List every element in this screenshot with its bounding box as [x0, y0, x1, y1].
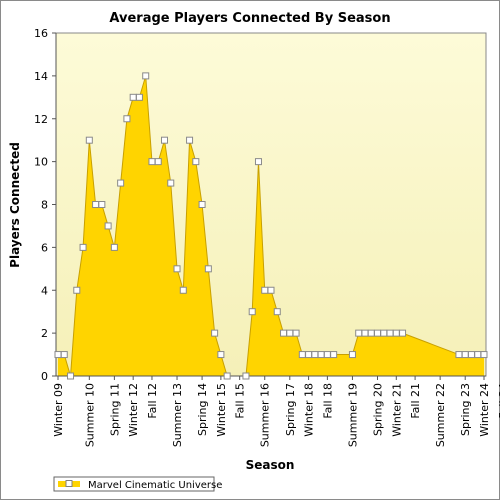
data-point — [330, 351, 338, 359]
area-fill — [58, 75, 484, 376]
data-point — [317, 351, 325, 359]
data-point — [173, 265, 181, 273]
y-tick-label: 4 — [41, 284, 48, 297]
data-point — [280, 329, 288, 337]
data-point — [117, 179, 125, 187]
data-point — [142, 72, 150, 80]
y-tick-label: 12 — [34, 113, 48, 126]
y-tick-label: 6 — [41, 241, 48, 254]
data-point — [361, 329, 369, 337]
data-point — [267, 286, 275, 294]
x-tick-label: Fall 12 — [146, 383, 159, 419]
data-point — [110, 243, 118, 251]
data-point — [67, 372, 75, 380]
y-tick-label: 16 — [34, 27, 48, 40]
x-tick-label: Winter 21 — [390, 383, 403, 437]
x-tick-label: Spring 11 — [108, 383, 121, 436]
data-point — [73, 286, 81, 294]
data-point — [292, 329, 300, 337]
data-point — [286, 329, 294, 337]
data-point — [54, 351, 62, 359]
legend-label: Marvel Cinematic Universe — [88, 480, 222, 491]
data-point — [355, 329, 363, 337]
data-point — [261, 286, 269, 294]
data-point — [186, 136, 194, 144]
x-tick-label: Spring 14 — [196, 383, 209, 436]
y-tick-label: 14 — [34, 70, 48, 83]
data-point — [399, 329, 407, 337]
data-point — [198, 201, 206, 208]
data-point — [98, 201, 106, 208]
data-point — [273, 308, 281, 316]
data-point — [85, 136, 93, 144]
y-tick-label: 2 — [41, 327, 48, 340]
x-tick-label: Summer 13 — [171, 383, 184, 447]
data-point — [148, 158, 156, 166]
x-tick-label: Fall 18 — [321, 383, 334, 419]
data-point — [367, 329, 375, 337]
marker-layer — [54, 72, 488, 380]
y-axis-title: Players Connected — [8, 142, 22, 268]
data-point — [480, 351, 488, 359]
x-tick-label: Fall 24 — [497, 383, 500, 419]
data-point — [392, 329, 400, 337]
y-tick-label: 0 — [41, 370, 48, 383]
y-tick-label: 8 — [41, 199, 48, 212]
data-point — [104, 222, 112, 230]
x-tick-label: Winter 18 — [303, 383, 316, 437]
data-point — [92, 201, 100, 208]
x-tick-label: Summer 19 — [346, 383, 359, 447]
data-point — [374, 329, 381, 337]
data-point — [380, 329, 388, 337]
data-point — [135, 93, 143, 101]
x-tick-label: Fall 15 — [234, 383, 247, 419]
data-point — [179, 286, 187, 294]
data-point — [161, 136, 168, 144]
data-point — [79, 243, 87, 251]
data-point — [123, 115, 131, 123]
chart-title: Average Players Connected By Season — [109, 11, 390, 26]
data-point — [242, 372, 250, 380]
x-tick-label: Fall 21 — [409, 383, 422, 419]
data-point — [60, 351, 68, 359]
x-tick-label: Winter 24 — [478, 383, 491, 437]
data-point — [298, 351, 306, 359]
data-point — [455, 351, 463, 359]
x-axis-title: Season — [246, 458, 295, 472]
data-point — [154, 158, 162, 166]
data-point — [217, 351, 225, 359]
legend-marker — [65, 480, 73, 487]
data-point — [248, 308, 256, 316]
y-tick-label: 10 — [34, 156, 48, 169]
x-tick-label: Summer 16 — [259, 383, 272, 447]
x-tick-label: Summer 10 — [83, 383, 96, 447]
data-point — [311, 351, 319, 359]
data-point — [223, 372, 231, 380]
data-point — [129, 93, 137, 101]
x-tick-label: Spring 23 — [459, 383, 472, 436]
legend-box — [53, 476, 215, 492]
data-point — [167, 179, 175, 187]
data-point — [305, 351, 313, 359]
data-point — [204, 265, 212, 273]
data-point — [461, 351, 469, 359]
x-tick-label: Winter 12 — [127, 383, 140, 437]
data-point — [211, 329, 219, 337]
data-point — [254, 158, 262, 166]
legend: Marvel Cinematic Universe — [53, 476, 222, 492]
data-point — [192, 158, 200, 166]
data-point — [348, 351, 356, 359]
x-tick-label: Spring 20 — [372, 383, 385, 436]
x-tick-label: Summer 22 — [434, 383, 447, 447]
data-point — [474, 351, 482, 359]
data-point — [467, 351, 475, 359]
x-tick-label: Spring 17 — [284, 383, 297, 436]
data-point — [323, 351, 331, 359]
tick-layer: 0 2 4 6 8 10 12 14 16 Winter 09 Summer 10 Spring 11… — [34, 27, 500, 447]
x-tick-label: Winter 09 — [52, 383, 65, 437]
data-point — [386, 329, 394, 337]
x-tick-label: Winter 15 — [215, 383, 228, 437]
